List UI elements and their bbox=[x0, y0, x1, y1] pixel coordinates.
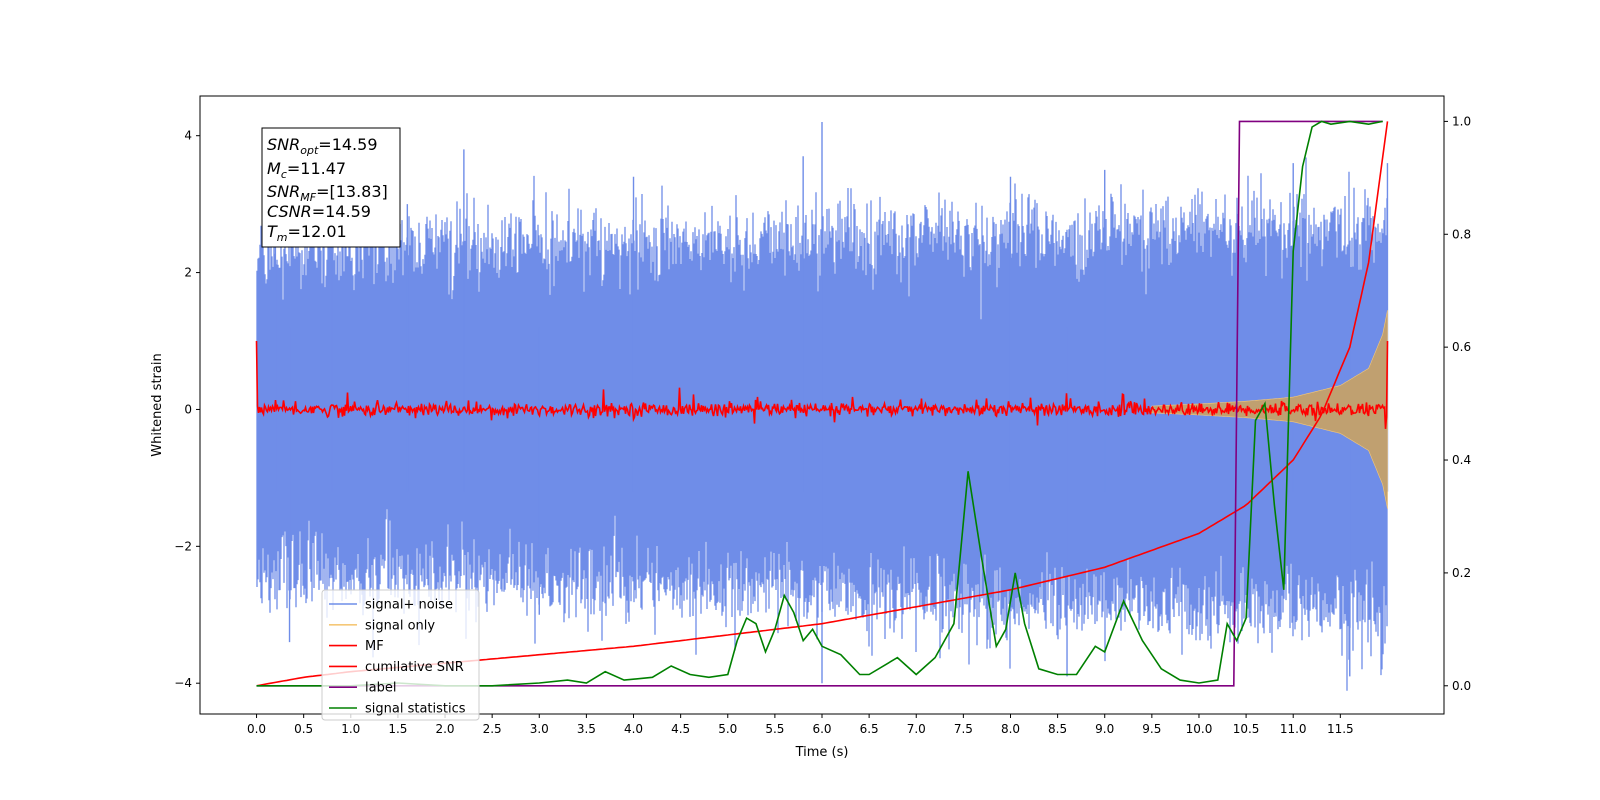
x-tick-label: 3.5 bbox=[577, 722, 596, 736]
annotation-tm: Tm=12.01 bbox=[267, 222, 347, 244]
y-tick-label: 4 bbox=[184, 129, 192, 143]
x-tick-label: 4.5 bbox=[671, 722, 690, 736]
x-tick-label: 2.5 bbox=[483, 722, 502, 736]
y-tick-label: 2 bbox=[184, 266, 192, 280]
y2-tick-label: 0.4 bbox=[1452, 453, 1471, 467]
legend-entry-label: signal+ noise bbox=[365, 598, 453, 613]
x-tick-label: 8.5 bbox=[1048, 722, 1067, 736]
x-tick-label: 8.0 bbox=[1001, 722, 1020, 736]
x-tick-label: 11.0 bbox=[1280, 722, 1307, 736]
legend-entry-label: signal only bbox=[365, 618, 435, 633]
y2-tick-label: 0.6 bbox=[1452, 340, 1471, 354]
x-tick-label: 4.0 bbox=[624, 722, 643, 736]
x-tick-label: 0.0 bbox=[247, 722, 266, 736]
legend-entry-label: signal statistics bbox=[365, 702, 466, 717]
x-tick-label: 3.0 bbox=[530, 722, 549, 736]
y-axis-label: Whitened strain bbox=[150, 353, 165, 456]
annotation-frame bbox=[261, 127, 401, 248]
x-tick-label: 11.5 bbox=[1327, 722, 1354, 736]
series-label bbox=[256, 120, 1383, 687]
legend: signal+ noise signal only MF cumilative SNR… bbox=[321, 589, 480, 721]
x-tick-label: 7.0 bbox=[907, 722, 926, 736]
x-tick-label: 0.5 bbox=[294, 722, 313, 736]
x-tick-label: 6.0 bbox=[812, 722, 831, 736]
legend-frame bbox=[321, 589, 480, 721]
x-tick-label: 2.0 bbox=[435, 722, 454, 736]
annotation-box: SNRopt=14.59 Mc=11.47 SNRMF=[13.83] CSNR… bbox=[261, 127, 401, 248]
y2-tick-label: 0.0 bbox=[1452, 679, 1471, 693]
y-tick-label: 0 bbox=[184, 402, 192, 416]
x-tick-label: 6.5 bbox=[860, 722, 879, 736]
y2-tick-label: 1.0 bbox=[1452, 114, 1471, 128]
annotation-mc: Mc=11.47 bbox=[267, 159, 346, 181]
y2-tick-label: 0.2 bbox=[1452, 566, 1471, 580]
legend-entry-label: label bbox=[365, 681, 396, 696]
x-tick-label: 9.5 bbox=[1142, 722, 1161, 736]
series-signal-statistics bbox=[256, 120, 1383, 687]
y-tick-label: −2 bbox=[174, 539, 192, 553]
x-tick-label: 1.5 bbox=[388, 722, 407, 736]
annotation-csnr: CSNR=14.59 bbox=[267, 202, 371, 221]
x-tick-label: 5.5 bbox=[765, 722, 784, 736]
annotation-snr-opt: SNRopt=14.59 bbox=[267, 135, 378, 157]
legend-entry-label: cumilative SNR bbox=[365, 660, 464, 675]
annotation-snr-mf: SNRMF=[13.83] bbox=[267, 182, 388, 204]
x-tick-label: 10.0 bbox=[1186, 722, 1213, 736]
legend-entry-label: MF bbox=[365, 639, 384, 654]
x-tick-label: 7.5 bbox=[954, 722, 973, 736]
x-tick-label: 9.0 bbox=[1095, 722, 1114, 736]
x-tick-label: 10.5 bbox=[1233, 722, 1260, 736]
y2-tick-label: 0.8 bbox=[1452, 227, 1471, 241]
x-tick-label: 1.0 bbox=[341, 722, 360, 736]
x-tick-label: 5.0 bbox=[718, 722, 737, 736]
y-tick-label: −4 bbox=[174, 676, 192, 690]
x-axis-label: Time (s) bbox=[795, 745, 849, 760]
series-mf bbox=[255, 340, 1389, 429]
